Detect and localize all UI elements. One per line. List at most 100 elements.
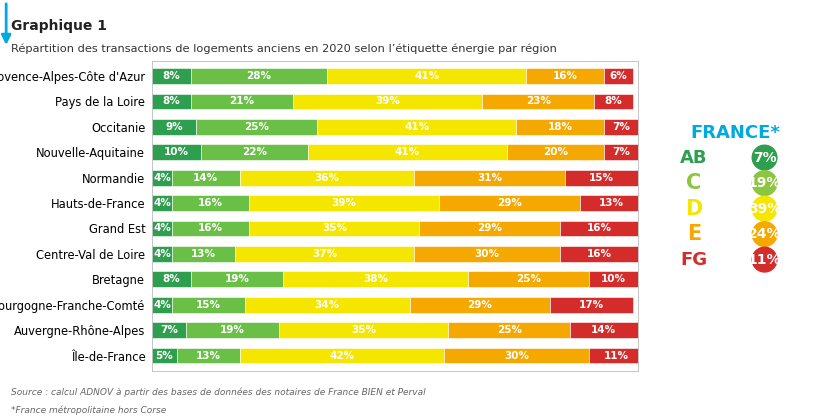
Text: AB: AB xyxy=(680,149,708,167)
Text: 4%: 4% xyxy=(153,223,171,233)
Text: 14%: 14% xyxy=(591,325,616,335)
Bar xyxy=(551,297,633,313)
Bar xyxy=(196,119,318,135)
Text: D: D xyxy=(686,199,702,219)
Bar xyxy=(439,195,579,211)
Bar xyxy=(278,322,449,338)
Bar xyxy=(318,119,517,135)
Text: FRANCE*: FRANCE* xyxy=(690,124,780,142)
Bar xyxy=(449,322,570,338)
Text: 29%: 29% xyxy=(477,223,502,233)
Bar xyxy=(201,145,308,160)
Text: E: E xyxy=(686,224,701,244)
Text: 16%: 16% xyxy=(552,71,578,81)
Bar xyxy=(589,272,638,287)
Bar xyxy=(152,272,191,287)
Bar xyxy=(327,68,526,84)
Bar xyxy=(191,93,293,109)
Text: 25%: 25% xyxy=(496,325,522,335)
Bar xyxy=(570,322,638,338)
Bar xyxy=(172,195,249,211)
Text: 28%: 28% xyxy=(247,71,272,81)
Bar xyxy=(249,221,419,236)
Text: 16%: 16% xyxy=(587,223,611,233)
Bar xyxy=(152,246,172,262)
Text: 39%: 39% xyxy=(375,96,400,106)
Text: 14%: 14% xyxy=(193,173,218,183)
Bar xyxy=(560,246,638,262)
Text: 17%: 17% xyxy=(579,300,604,310)
Bar xyxy=(444,348,589,363)
Text: 39%: 39% xyxy=(748,202,781,216)
Bar xyxy=(560,221,638,236)
Text: 7%: 7% xyxy=(611,147,630,157)
Text: 41%: 41% xyxy=(394,147,420,157)
Text: 16%: 16% xyxy=(587,249,611,259)
Bar xyxy=(293,93,482,109)
Bar xyxy=(152,145,201,160)
Bar xyxy=(152,322,186,338)
Bar xyxy=(516,119,604,135)
Bar xyxy=(467,272,589,287)
Circle shape xyxy=(752,196,777,221)
Text: 21%: 21% xyxy=(230,96,254,106)
Bar xyxy=(152,297,172,313)
Text: 8%: 8% xyxy=(163,71,180,81)
Bar xyxy=(152,93,191,109)
Text: 13%: 13% xyxy=(598,198,624,208)
Text: 13%: 13% xyxy=(191,249,216,259)
Text: 5%: 5% xyxy=(156,351,174,361)
Bar xyxy=(191,68,327,84)
Bar xyxy=(172,221,249,236)
Text: 16%: 16% xyxy=(198,198,223,208)
Bar xyxy=(152,348,176,363)
Text: C: C xyxy=(686,173,701,193)
Text: 25%: 25% xyxy=(516,274,541,285)
Text: Graphique 1: Graphique 1 xyxy=(11,19,107,33)
Bar xyxy=(604,68,633,84)
Text: 29%: 29% xyxy=(467,300,492,310)
Text: 41%: 41% xyxy=(404,122,430,132)
Bar xyxy=(172,297,244,313)
Text: 8%: 8% xyxy=(605,96,622,106)
Text: 15%: 15% xyxy=(196,300,221,310)
Text: 25%: 25% xyxy=(244,122,269,132)
Text: 13%: 13% xyxy=(196,351,221,361)
Bar xyxy=(589,348,643,363)
Bar xyxy=(604,145,638,160)
Text: 6%: 6% xyxy=(610,71,627,81)
Bar xyxy=(419,221,560,236)
Text: 24%: 24% xyxy=(748,227,781,241)
Text: *France métropolitaine hors Corse: *France métropolitaine hors Corse xyxy=(11,406,166,415)
Bar xyxy=(239,348,444,363)
Circle shape xyxy=(752,145,777,170)
Text: 10%: 10% xyxy=(601,274,626,285)
Text: 7%: 7% xyxy=(753,150,776,165)
Text: 18%: 18% xyxy=(547,122,573,132)
Text: 10%: 10% xyxy=(164,147,189,157)
Text: 9%: 9% xyxy=(165,122,183,132)
Text: 19%: 19% xyxy=(225,274,249,285)
Text: 39%: 39% xyxy=(332,198,356,208)
Text: 41%: 41% xyxy=(414,71,439,81)
Bar xyxy=(239,170,415,186)
Text: 30%: 30% xyxy=(475,249,500,259)
Bar xyxy=(172,246,235,262)
Text: 11%: 11% xyxy=(748,253,781,266)
Text: FG: FG xyxy=(681,251,707,269)
Text: 29%: 29% xyxy=(497,198,522,208)
Text: 37%: 37% xyxy=(312,249,337,259)
Bar xyxy=(526,68,604,84)
Bar xyxy=(186,322,278,338)
Bar xyxy=(594,93,633,109)
Bar xyxy=(410,297,551,313)
Circle shape xyxy=(752,222,777,246)
Text: 19%: 19% xyxy=(748,176,781,190)
Bar xyxy=(152,221,172,236)
Bar xyxy=(579,195,643,211)
Bar xyxy=(152,119,196,135)
Bar xyxy=(482,93,594,109)
Bar xyxy=(235,246,415,262)
Text: 7%: 7% xyxy=(160,325,179,335)
Bar xyxy=(244,297,410,313)
